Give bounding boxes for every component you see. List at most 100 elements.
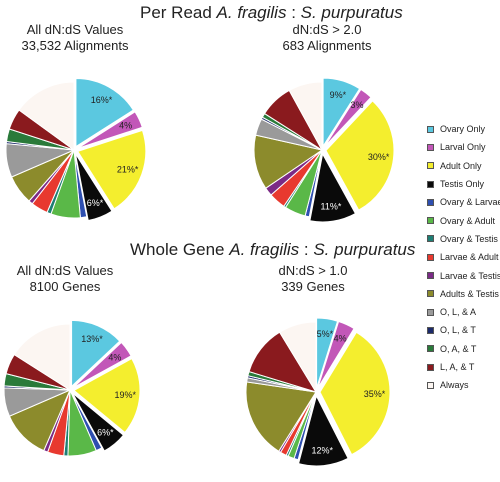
pie-slice [297, 394, 349, 467]
pie-chart: 16%* 4% 21%* 6%* [5, 77, 147, 222]
legend-swatch [427, 235, 434, 243]
chart-subtitle: 8100 Genes [29, 279, 101, 294]
legend-label: Ovary & Larvae [440, 197, 500, 208]
pie-data-label: 21%* [117, 164, 139, 174]
legend-swatch [427, 272, 434, 280]
legend-label: O, L, & A [440, 307, 477, 318]
pie-data-label: 19%* [114, 390, 136, 400]
pie-slice [76, 129, 147, 210]
legend-label: Ovary Only [440, 124, 486, 135]
pie-data-label: 4% [334, 334, 347, 344]
legend-swatch [427, 162, 434, 170]
legend-label: Always [440, 380, 469, 391]
legend-item: Adults & Testis [427, 285, 500, 303]
legend-item: O, L, & A [427, 303, 500, 321]
pie-data-label: 5%* [317, 329, 334, 339]
legend-label: Ovary & Adult [440, 215, 496, 226]
pie-data-label: 11%* [320, 201, 341, 211]
legend-swatch [427, 180, 434, 188]
chart-subtitle: 33,532 Alignments [21, 38, 129, 53]
pie-slice [74, 153, 113, 222]
chart-label-top-right: dN:dS > 2.0 683 Alignments [262, 22, 392, 54]
pie-data-label: 30%* [368, 152, 390, 162]
pie-data-label: 16%* [91, 95, 113, 105]
pie-slice [324, 88, 372, 148]
legend-item: Larval Only [427, 138, 500, 156]
pie-data-label: 4% [119, 121, 132, 131]
pie-data-label: 13%* [81, 334, 103, 344]
chart-title: dN:dS > 2.0 [292, 22, 362, 37]
legend-swatch [427, 143, 434, 151]
title-species-b: S. purpuratus [300, 3, 403, 22]
legend-label: Ovary & Testis [440, 233, 498, 244]
pie-slice [319, 331, 391, 456]
legend-swatch [427, 363, 434, 371]
chart-label-top-left: All dN:dS Values 33,532 Alignments [10, 22, 140, 54]
title-species-a: A. fragilis [216, 3, 287, 22]
legend-item: Ovary Only [427, 120, 500, 138]
pie-slice [77, 111, 143, 149]
legend-label: Testis Only [440, 179, 485, 190]
pie-slice [73, 357, 141, 434]
legend-item: O, L, & T [427, 321, 500, 339]
legend-label: O, A, & T [440, 343, 477, 354]
legend-swatch [427, 308, 434, 316]
legend-swatch [427, 381, 434, 389]
legend-swatch [427, 326, 434, 334]
legend-item: Ovary & Testis [427, 230, 500, 248]
pie-slice [322, 77, 361, 148]
legend-label: Larvae & Testis [440, 270, 500, 281]
pie-chart: 9%*3% 30%* 11%* [253, 77, 395, 223]
pie-slice [13, 323, 71, 391]
legend-swatch [427, 125, 434, 133]
legend-swatch [427, 345, 434, 353]
title-prefix: Per Read [140, 3, 217, 22]
pie-data-label: 3% [350, 100, 363, 110]
legend-item: Ovary & Adult [427, 211, 500, 229]
legend-item: L, A, & T [427, 358, 500, 376]
pie-slice [325, 100, 395, 211]
pie-data-label: 6%* [97, 428, 114, 438]
legend-item: Testis Only [427, 175, 500, 193]
pie-slice [245, 381, 317, 452]
chart-label-bottom-left: All dN:dS Values 8100 Genes [10, 263, 120, 295]
legend-label: Larval Only [440, 142, 486, 153]
pie-data-label: 12%* [311, 445, 333, 455]
chart-title: dN:dS > 1.0 [278, 263, 348, 278]
chart-subtitle: 339 Genes [281, 279, 345, 294]
legend-item: Larvae & Testis [427, 266, 500, 284]
pie-slice [316, 317, 339, 389]
pie-slice [72, 392, 125, 452]
legend-item: Larvae & Adult [427, 248, 500, 266]
pie-slice [309, 152, 357, 223]
legend-swatch [427, 253, 434, 261]
whole-gene-title: Whole Gene A. fragilis : S. purpuratus [130, 240, 415, 260]
legend-label: L, A, & T [440, 362, 475, 372]
pie-slice [317, 320, 355, 389]
legend-label: O, L, & T [440, 325, 476, 336]
title-separator: : [286, 3, 301, 22]
legend-item: O, A, & T [427, 340, 500, 358]
legend-label: Adults & Testis [440, 288, 499, 299]
legend: Ovary Only Larval Only Adult Only Testis On… [427, 120, 500, 394]
legend-swatch [427, 290, 434, 298]
per-read-title: Per Read A. fragilis : S. purpuratus [140, 3, 403, 23]
legend-item: Adult Only [427, 157, 500, 175]
pie-slice [278, 321, 317, 394]
pie-slice [288, 81, 323, 151]
pie-slice [71, 319, 121, 388]
chart-label-bottom-right: dN:dS > 1.0 339 Genes [258, 263, 368, 295]
title-species-b: S. purpuratus [313, 240, 416, 259]
title-separator: : [299, 240, 314, 259]
chart-title: All dN:dS Values [26, 22, 124, 37]
pie-slice [72, 341, 132, 389]
pie-data-label: 6%* [87, 198, 104, 208]
pie-chart: 13%* 4% 19%* 6%* [3, 319, 141, 457]
pie-data-label: 9%* [330, 90, 347, 100]
pie-slice [75, 77, 135, 148]
chart-subtitle: 683 Alignments [282, 38, 372, 53]
legend-swatch [427, 198, 434, 206]
chart-title: All dN:dS Values [16, 263, 114, 278]
pie-data-label: 35%* [364, 389, 386, 399]
